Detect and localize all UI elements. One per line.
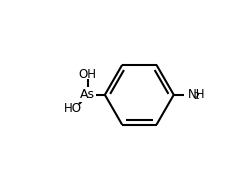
Text: HO: HO (63, 101, 81, 115)
Text: 2: 2 (193, 92, 199, 101)
Text: As: As (80, 88, 95, 101)
Text: NH: NH (188, 88, 205, 101)
Text: OH: OH (79, 68, 97, 81)
